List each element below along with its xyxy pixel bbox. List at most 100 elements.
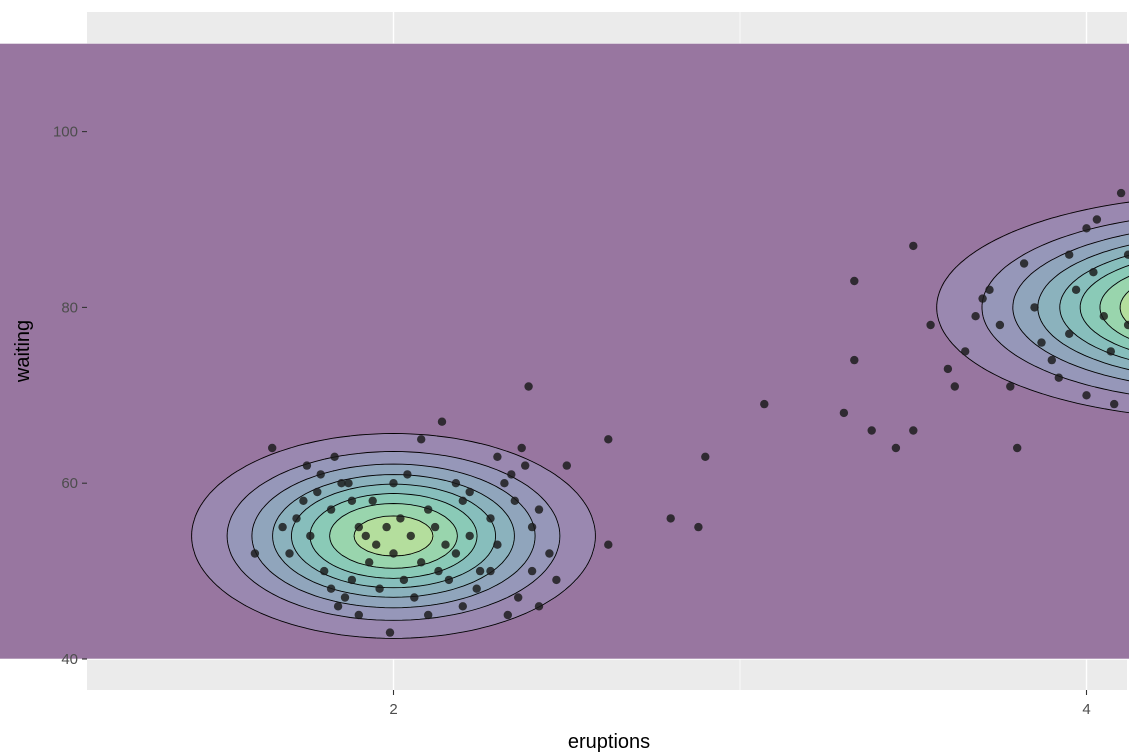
data-point	[337, 479, 346, 488]
data-point	[292, 514, 301, 523]
data-point	[354, 610, 363, 620]
data-point	[493, 452, 502, 461]
data-point	[514, 593, 523, 602]
data-point	[971, 312, 980, 321]
x-axis-ticks: 246	[389, 690, 1091, 718]
data-point	[472, 584, 481, 593]
data-point	[926, 320, 935, 330]
data-point	[604, 540, 613, 549]
data-point	[1013, 443, 1022, 453]
data-point	[493, 540, 502, 549]
data-point	[458, 602, 467, 611]
data-point	[507, 470, 516, 479]
data-point	[850, 355, 859, 365]
data-point	[444, 575, 454, 585]
data-point	[527, 522, 537, 532]
data-point	[285, 549, 294, 558]
data-point	[268, 443, 277, 453]
data-point	[950, 382, 959, 391]
data-point	[1106, 347, 1116, 356]
data-point	[1071, 285, 1081, 294]
data-point	[510, 496, 519, 505]
data-point	[909, 426, 918, 435]
data-point	[985, 285, 994, 294]
data-point	[417, 435, 426, 444]
x-axis-title: eruptions	[568, 731, 650, 753]
data-point	[313, 487, 322, 497]
data-point	[365, 558, 374, 567]
data-point	[441, 540, 450, 549]
contour-line	[309, 264, 1129, 579]
data-point	[458, 496, 467, 505]
data-point	[909, 241, 918, 251]
data-point	[1092, 215, 1102, 224]
scatter-points	[250, 188, 1129, 637]
data-point	[326, 584, 336, 593]
data-point	[368, 496, 377, 505]
data-point	[839, 408, 849, 418]
data-point	[347, 496, 357, 505]
data-point	[701, 452, 710, 461]
data-point	[406, 531, 415, 541]
data-point	[333, 602, 343, 611]
data-point	[375, 584, 384, 593]
data-point	[1110, 399, 1119, 409]
data-point	[534, 505, 544, 514]
data-point	[500, 479, 509, 488]
data-point	[521, 461, 530, 470]
data-point	[961, 347, 970, 356]
data-point	[437, 417, 447, 426]
data-point	[534, 602, 544, 611]
data-point	[1089, 268, 1098, 277]
y-tick-label: 40	[61, 651, 78, 668]
data-point	[503, 610, 512, 620]
data-point	[1065, 329, 1074, 338]
data-point	[666, 514, 675, 523]
data-point	[1065, 250, 1074, 259]
data-point	[278, 522, 287, 532]
data-point	[850, 276, 859, 286]
data-point	[524, 382, 533, 391]
y-tick-label: 80	[61, 299, 78, 316]
data-point	[389, 479, 398, 488]
data-point	[1047, 355, 1057, 365]
data-point	[330, 452, 339, 461]
data-point	[299, 496, 308, 505]
y-tick-label: 60	[61, 475, 78, 492]
y-axis-ticks: 40 60 80 100	[53, 124, 87, 668]
data-point	[465, 487, 474, 497]
data-point	[385, 628, 395, 637]
data-point	[434, 566, 443, 576]
data-point	[389, 549, 398, 558]
contour-line	[272, 244, 1129, 598]
data-point	[340, 593, 350, 602]
data-point	[399, 575, 409, 585]
data-point	[1030, 303, 1039, 312]
data-point	[354, 522, 363, 532]
x-tick-label: 4	[1082, 701, 1090, 718]
x-tick-label: 2	[389, 701, 397, 718]
data-point	[562, 461, 571, 470]
data-point	[430, 522, 440, 532]
data-point	[1082, 391, 1091, 400]
data-point	[451, 549, 461, 558]
data-point	[475, 566, 485, 576]
data-point	[1099, 312, 1109, 321]
contour-line	[290, 254, 1129, 589]
data-point	[396, 514, 405, 523]
data-point	[403, 470, 412, 479]
data-point	[344, 479, 353, 488]
data-point	[326, 505, 336, 514]
data-point	[545, 549, 554, 558]
data-point	[372, 540, 381, 549]
data-point	[1082, 224, 1091, 233]
data-point	[410, 593, 419, 602]
data-point	[604, 435, 613, 444]
data-point	[694, 522, 703, 532]
data-point	[316, 470, 325, 479]
contour-line	[251, 233, 1129, 609]
data-point	[943, 364, 953, 374]
contour-line	[226, 220, 1129, 621]
data-point	[486, 514, 495, 523]
